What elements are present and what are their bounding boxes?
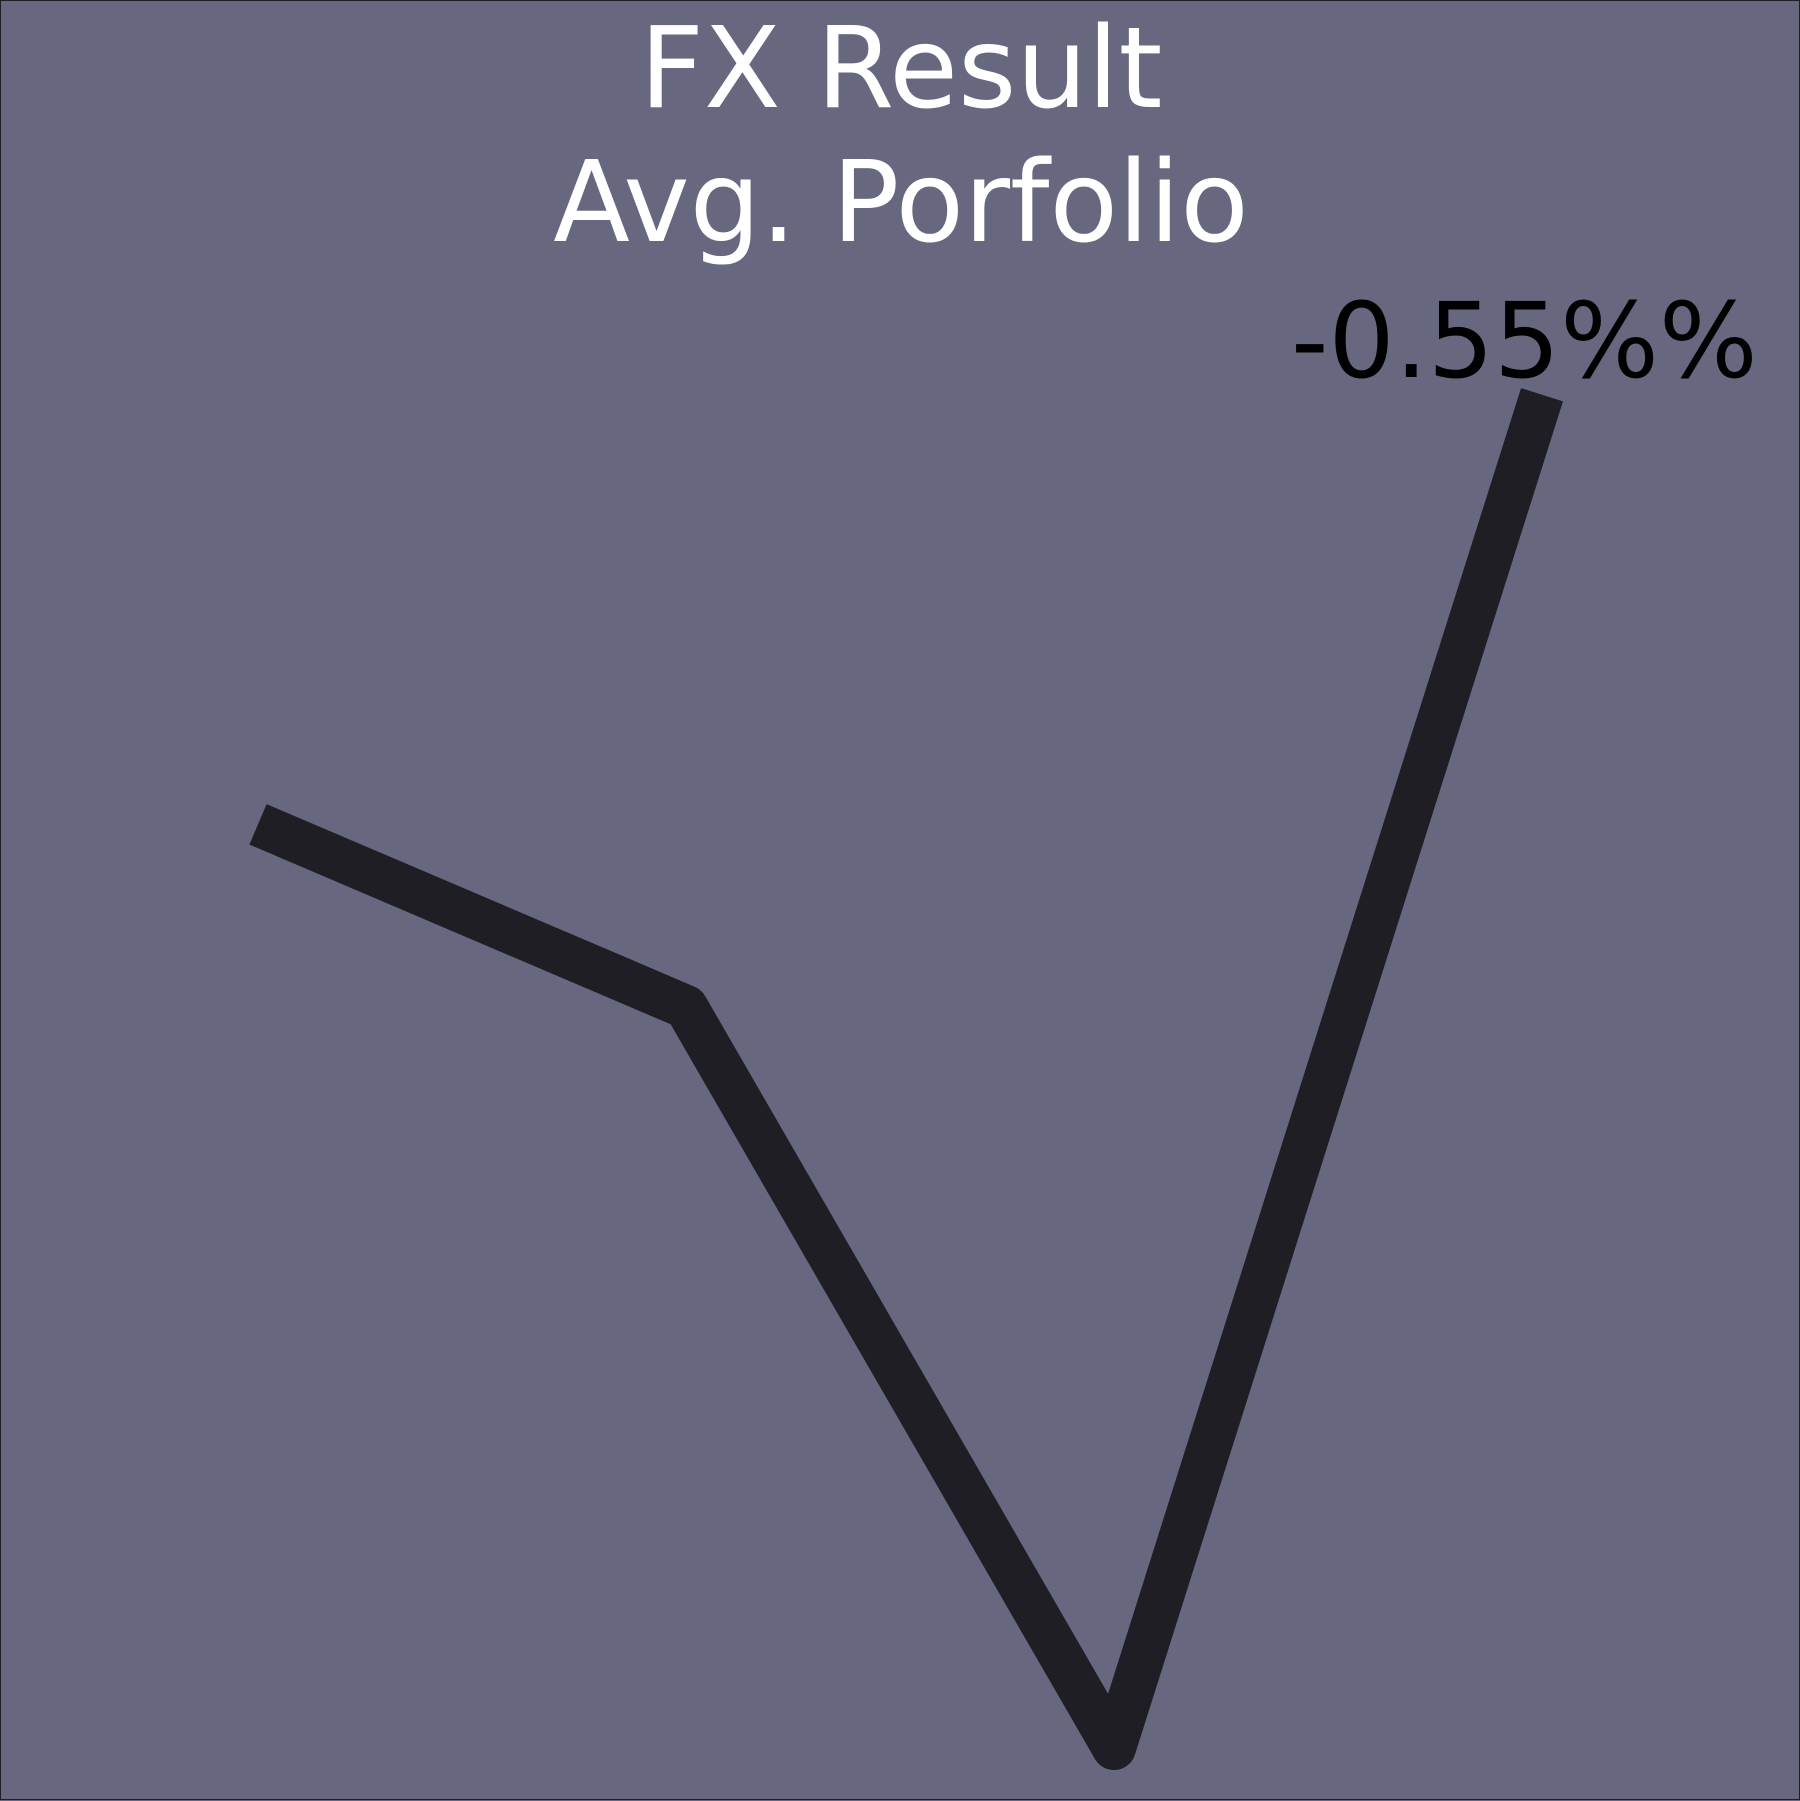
last-value-label: -0.55%% bbox=[1291, 280, 1758, 402]
chart-title-line-2: Avg. Porfolio bbox=[553, 138, 1249, 268]
chart-title-line-1: FX Result bbox=[639, 4, 1163, 134]
series-line-0 bbox=[249, 388, 1563, 1771]
